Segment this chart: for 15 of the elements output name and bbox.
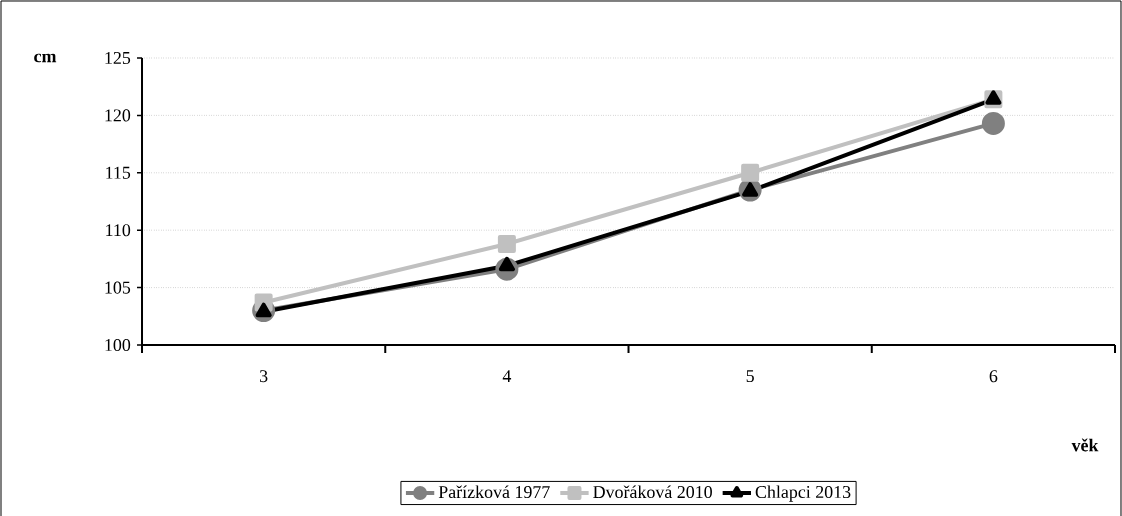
y-tick-label: 105 [105, 281, 131, 294]
x-tick-label: 5 [746, 370, 754, 383]
y-axis-title: cm [34, 53, 57, 63]
y-tick-label: 125 [105, 51, 131, 65]
y-tick-label: 120 [105, 109, 131, 122]
x-tick-label: 3 [260, 370, 268, 383]
legend-label: Pařízková 1977 [438, 485, 550, 499]
y-tick-label: 110 [106, 224, 131, 237]
x-axis-title: věk [1071, 438, 1099, 452]
x-tick-label: 6 [989, 370, 998, 383]
legend-label: Chlapci 2013 [755, 485, 851, 502]
x-tick-label: 4 [502, 370, 512, 382]
legend-label: Dvořáková 2010 [593, 485, 712, 499]
y-tick-label: 100 [105, 338, 131, 352]
y-tick-label: 115 [106, 166, 131, 179]
